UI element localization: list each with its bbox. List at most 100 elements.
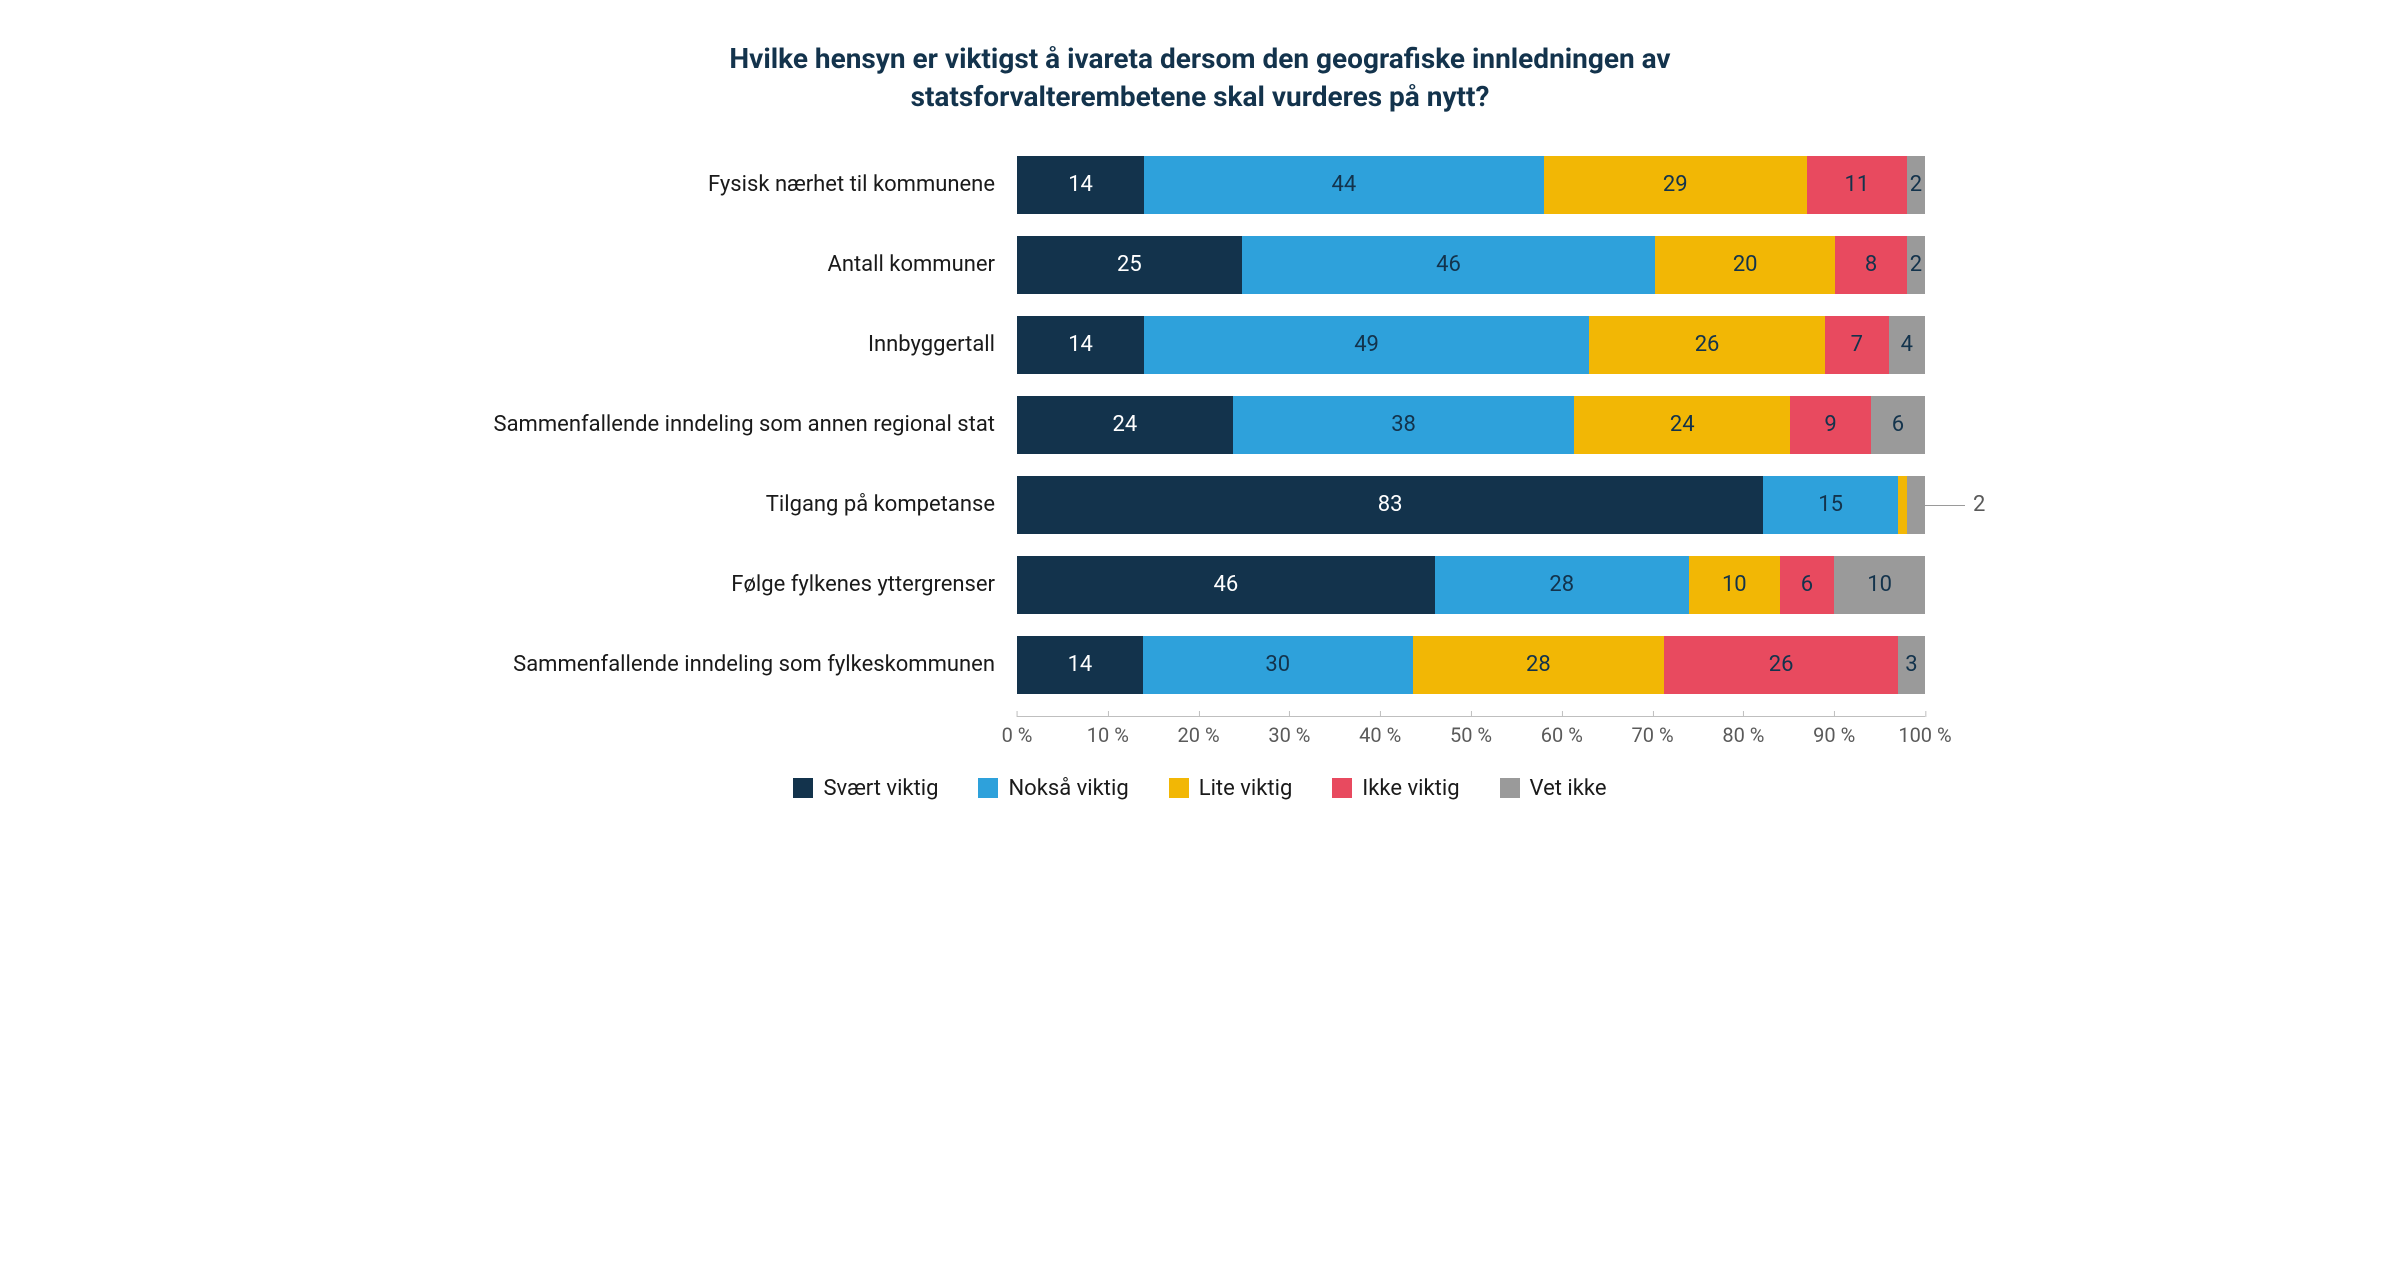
axis-tick: 50 % (1450, 723, 1492, 747)
legend: Svært viktig Nokså viktig Lite viktig Ikke … (60, 776, 2340, 801)
bar-value-label: 28 (1549, 572, 1574, 597)
bar-segment-noksaa_viktig: 28 (1435, 556, 1689, 614)
legend-swatch (793, 778, 813, 798)
bar-segment-svaert_viktig: 24 (1017, 396, 1233, 454)
bar-segment-lite_viktig (1898, 476, 1907, 534)
legend-item-vet_ikke: Vet ikke (1500, 776, 1607, 801)
axis-tick: 70 % (1632, 723, 1674, 747)
bar-segment-noksaa_viktig: 38 (1233, 396, 1575, 454)
bar-value-label: 3 (1905, 652, 1917, 677)
chart-row: Sammenfallende inndeling som annen regio… (475, 396, 1925, 454)
bar-value-label: 29 (1663, 172, 1688, 197)
row-label: Følge fylkenes yttergrenser (475, 572, 1005, 597)
axis-tick: 100 % (1898, 723, 1951, 747)
bar-segment-noksaa_viktig: 49 (1144, 316, 1589, 374)
bar-value-label: 2 (1910, 252, 1922, 277)
bar-value-label: 15 (1818, 492, 1843, 517)
bar-segment-ikke_viktig: 7 (1825, 316, 1889, 374)
bar-value-label: 83 (1378, 492, 1403, 517)
legend-label: Svært viktig (823, 776, 938, 801)
chart-row: Antall kommuner 2546 20 8 2 (475, 236, 1925, 294)
chart-title: Hvilke hensyn er viktigst å ivareta ders… (600, 40, 1800, 116)
bar: 14 30 28 26 3 (1017, 636, 1925, 694)
axis-tick: 10 % (1087, 723, 1129, 747)
bar-segment-svaert_viktig: 14 (1017, 636, 1143, 694)
bar-segment-ikke_viktig: 9 (1790, 396, 1871, 454)
bar-value-label: 24 (1113, 412, 1138, 437)
bar-segment-ikke_viktig: 26 (1664, 636, 1898, 694)
bar-value-label: 49 (1354, 332, 1379, 357)
bar-segment-vet_ikke: 4 (1889, 316, 1925, 374)
row-label: Antall kommuner (475, 252, 1005, 277)
bar-value-label: 10 (1722, 572, 1747, 597)
bar-segment-lite_viktig: 10 (1689, 556, 1780, 614)
bar-value-label: 44 (1332, 172, 1357, 197)
row-label: Innbyggertall (475, 332, 1005, 357)
bar-value-label: 2 (1910, 172, 1922, 197)
x-axis: 0 %10 %20 %30 %40 %50 %60 %70 %80 %90 %1… (475, 716, 1925, 746)
bar: 2546 20 8 2 (1017, 236, 1925, 294)
bar-value-label: 11 (1845, 172, 1870, 197)
bar-segment-noksaa_viktig: 46 (1242, 236, 1656, 294)
chart-row: Sammenfallende inndeling som fylkeskommu… (475, 636, 1925, 694)
axis-tick: 90 % (1813, 723, 1855, 747)
bar-value-label: 7 (1851, 332, 1863, 357)
bar-segment-vet_ikke: 10 (1834, 556, 1925, 614)
legend-item-svaert_viktig: Svært viktig (793, 776, 938, 801)
bar: 83152 (1017, 476, 1925, 534)
bar-value-label-overflow: 2 (1973, 476, 1985, 534)
bar-segment-noksaa_viktig: 44 (1144, 156, 1544, 214)
bar-value-label: 14 (1068, 332, 1093, 357)
bar-segment-svaert_viktig: 14 (1017, 316, 1144, 374)
legend-label: Nokså viktig (1008, 776, 1128, 801)
axis-tick: 0 % (1002, 723, 1033, 747)
row-label: Tilgang på kompetanse (475, 492, 1005, 517)
bar-value-label: 30 (1265, 652, 1290, 677)
axis-line: 0 %10 %20 %30 %40 %50 %60 %70 %80 %90 %1… (1017, 716, 1925, 746)
bar-segment-svaert_viktig: 83 (1017, 476, 1763, 534)
bar-value-label: 9 (1824, 412, 1836, 437)
bar: 14 44 29 11 2 (1017, 156, 1925, 214)
bar-segment-vet_ikke: 2 (1907, 236, 1925, 294)
chart-row: Fysisk nærhet til kommunene144429112 (475, 156, 1925, 214)
chart-row: Innbyggertall 14 49 26 7 4 (475, 316, 1925, 374)
bar-value-label: 28 (1526, 652, 1551, 677)
bar-segment-noksaa_viktig: 30 (1143, 636, 1413, 694)
bar-value-label: 24 (1670, 412, 1695, 437)
bar-segment-lite_viktig: 29 (1544, 156, 1807, 214)
legend-swatch (1169, 778, 1189, 798)
legend-swatch (1332, 778, 1352, 798)
axis-tick: 30 % (1268, 723, 1310, 747)
bar-segment-vet_ikke: 6 (1871, 396, 1925, 454)
bar-value-label: 26 (1769, 652, 1794, 677)
bar-segment-ikke_viktig: 8 (1835, 236, 1907, 294)
bar-segment-ikke_viktig: 11 (1807, 156, 1907, 214)
legend-label: Ikke viktig (1362, 776, 1459, 801)
bar-value-label: 8 (1865, 252, 1877, 277)
legend-label: Lite viktig (1199, 776, 1293, 801)
bar-segment-svaert_viktig: 25 (1017, 236, 1242, 294)
bar: 24 38 24 9 6 (1017, 396, 1925, 454)
legend-swatch (978, 778, 998, 798)
chart-row: Følge fylkenes yttergrenser 46 28 10 6 10 (475, 556, 1925, 614)
bar-segment-svaert_viktig: 14 (1017, 156, 1144, 214)
bar-value-label: 6 (1892, 412, 1904, 437)
axis-tick: 20 % (1178, 723, 1220, 747)
bar: 14 49 26 7 4 (1017, 316, 1925, 374)
bar-value-label: 10 (1867, 572, 1892, 597)
bar-segment-vet_ikke: 2 (1907, 156, 1925, 214)
bar-segment-svaert_viktig: 46 (1017, 556, 1435, 614)
bar-segment-vet_ikke: 3 (1898, 636, 1925, 694)
axis-tick: 80 % (1722, 723, 1764, 747)
bar-segment-lite_viktig: 28 (1413, 636, 1665, 694)
bar-value-label: 20 (1733, 252, 1758, 277)
chart-body: Fysisk nærhet til kommunene144429112Anta… (475, 156, 1925, 746)
bar-value-label: 38 (1391, 412, 1416, 437)
bar-value-label: 6 (1801, 572, 1813, 597)
bar-value-label: 26 (1695, 332, 1720, 357)
legend-swatch (1500, 778, 1520, 798)
bar-segment-noksaa_viktig: 15 (1763, 476, 1898, 534)
bar: 46 28 10 6 10 (1017, 556, 1925, 614)
bar-segment-lite_viktig: 24 (1574, 396, 1790, 454)
legend-item-ikke_viktig: Ikke viktig (1332, 776, 1459, 801)
